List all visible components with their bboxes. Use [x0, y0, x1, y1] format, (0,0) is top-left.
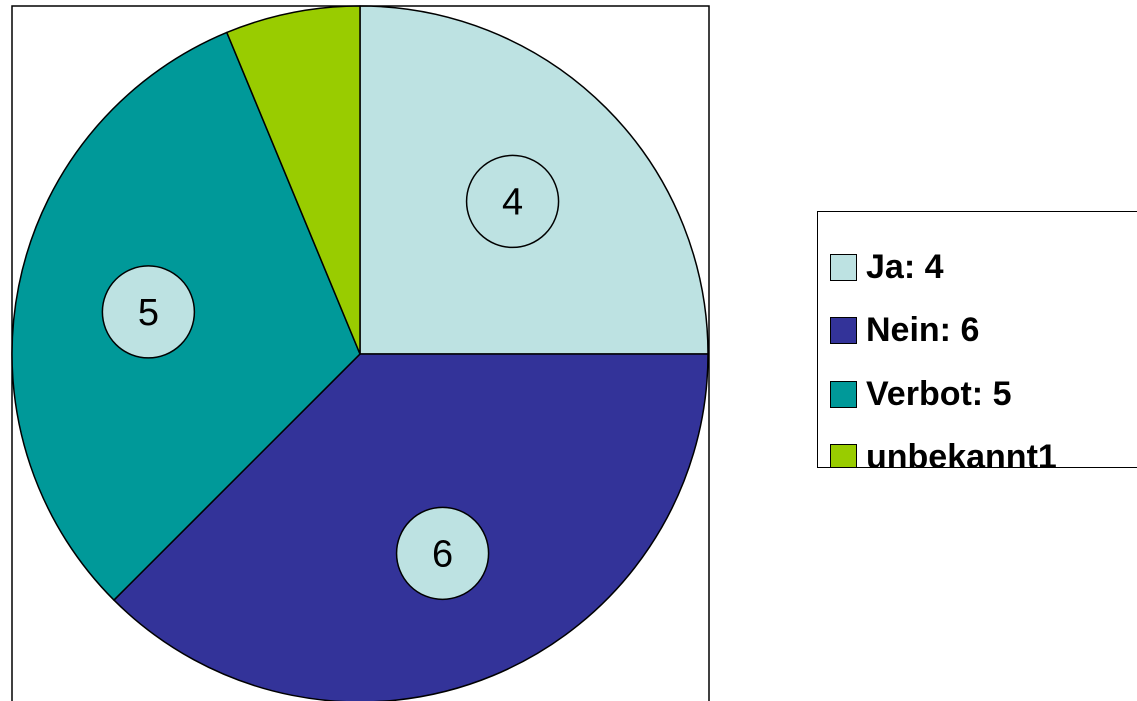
- legend-label-unbekannt: unbekannt1: [866, 437, 1057, 468]
- legend-entry-unbekannt: unbekannt1: [830, 437, 1057, 468]
- data-label-bubble-ja: [465, 154, 560, 249]
- legend-swatch-verbot: [830, 380, 857, 408]
- legend-entry-ja: Ja: 4: [830, 247, 944, 287]
- legend: Ja: 4 Nein: 6 Verbot: 5 unbekannt1: [817, 211, 1137, 468]
- legend-entry-nein: Nein: 6: [830, 310, 979, 350]
- legend-swatch-ja: [830, 253, 857, 281]
- pie-slice-unbekannt: [226, 5, 361, 355]
- data-label-bubble-verbot: [101, 265, 196, 359]
- legend-label-ja: Ja: 4: [866, 247, 944, 286]
- legend-label-nein: Nein: 6: [866, 310, 980, 349]
- legend-label-verbot: Verbot: 5: [866, 374, 1012, 413]
- data-label-bubble-nein: [395, 506, 490, 601]
- legend-swatch-nein: [830, 316, 857, 344]
- legend-entry-verbot: Verbot: 5: [830, 374, 1011, 414]
- legend-swatch-unbekannt: [830, 443, 857, 467]
- data-label-verbot: 5: [138, 292, 159, 334]
- data-label-nein: 6: [432, 533, 453, 575]
- data-label-ja: 4: [502, 181, 523, 223]
